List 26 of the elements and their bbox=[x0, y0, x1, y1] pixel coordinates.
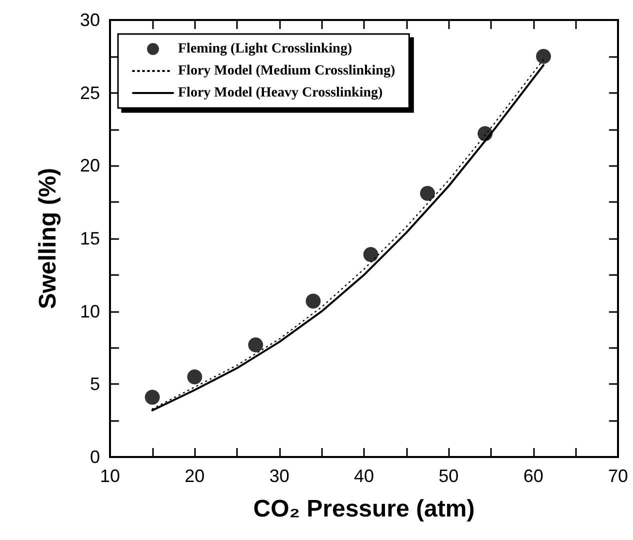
y-axis-title: Swelling (%) bbox=[34, 168, 62, 310]
point bbox=[306, 294, 321, 309]
x-tick-label: 60 bbox=[523, 466, 544, 486]
point bbox=[144, 390, 160, 405]
legend-label: Flory Model (Heavy Crosslinking) bbox=[178, 86, 384, 100]
y-tick-label: 10 bbox=[80, 301, 100, 322]
x-tick-label: 50 bbox=[438, 466, 459, 486]
y-tick-label: 30 bbox=[80, 10, 100, 30]
x-axis-title: CO₂ Pressure (atm) bbox=[253, 496, 475, 522]
y-tick-label: 25 bbox=[80, 82, 100, 103]
point bbox=[420, 186, 435, 201]
y-tick-label: 5 bbox=[90, 374, 100, 394]
point bbox=[248, 337, 264, 352]
point bbox=[536, 48, 551, 64]
y-tick-label: 15 bbox=[80, 228, 100, 248]
x-tick-label: 30 bbox=[269, 466, 290, 486]
x-tick-label: 20 bbox=[184, 466, 205, 486]
point bbox=[363, 247, 378, 262]
legend-label: Fleming (Light Crosslinking) bbox=[178, 42, 352, 56]
point bbox=[187, 369, 202, 384]
y-tick-label: 0 bbox=[90, 447, 100, 467]
x-tick-label: 40 bbox=[354, 466, 374, 486]
y-tick-label: 20 bbox=[80, 156, 100, 176]
x-tick-label: 70 bbox=[608, 466, 628, 486]
legend-label: Flory Model (Medium Crosslinking) bbox=[178, 64, 396, 78]
point bbox=[478, 126, 493, 142]
